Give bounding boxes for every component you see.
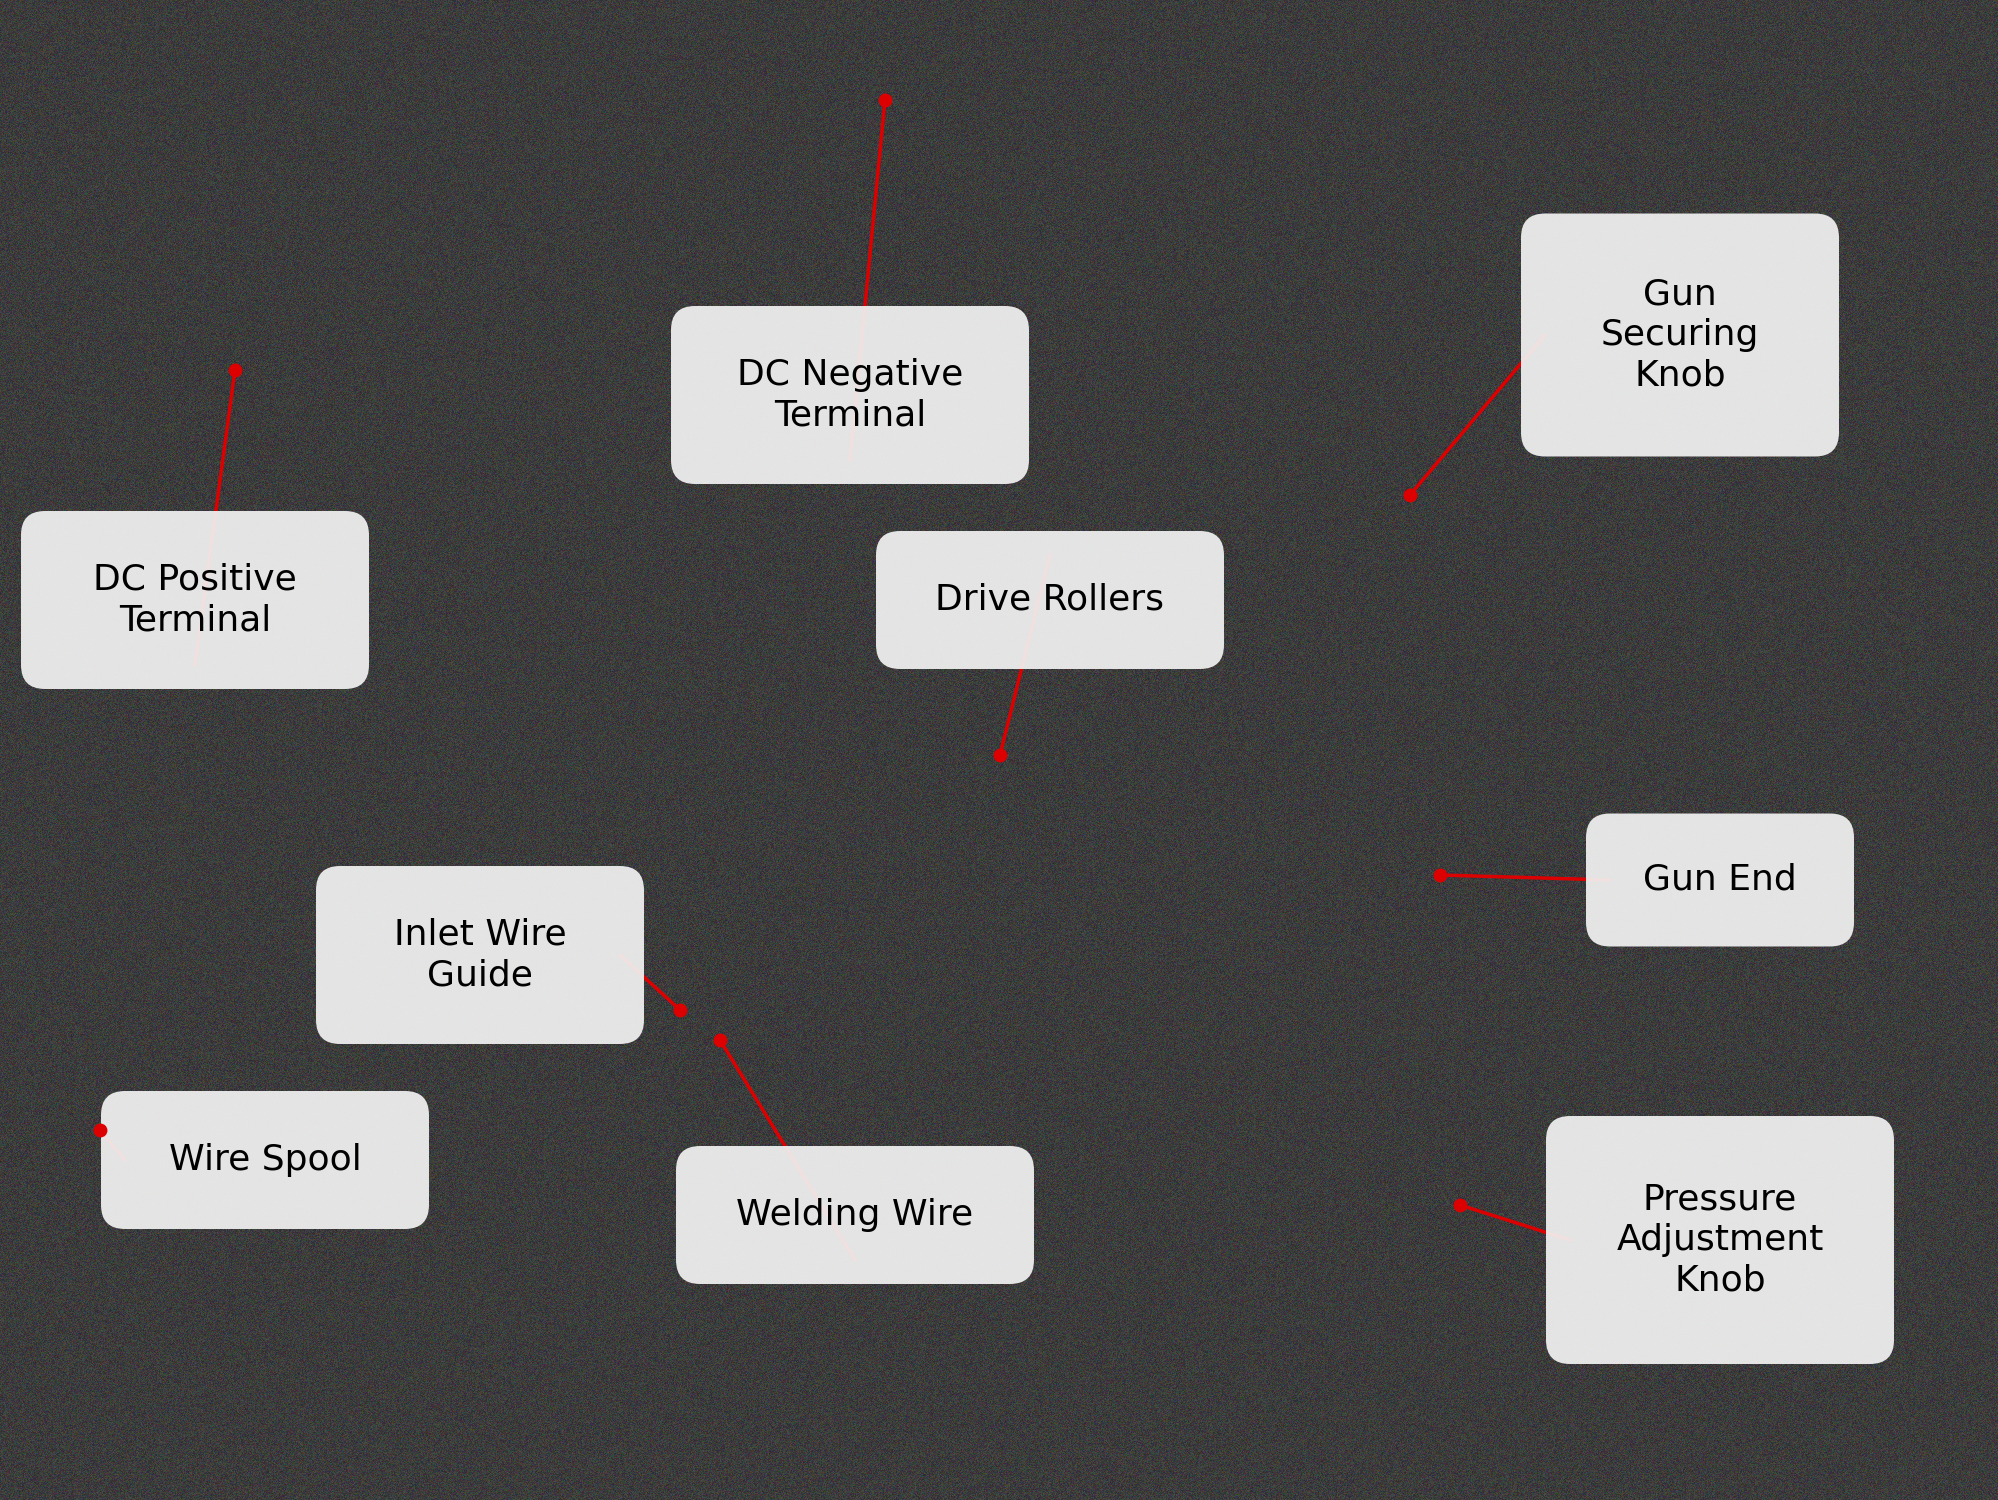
Text: Wire Spool: Wire Spool: [168, 1143, 362, 1178]
Point: [983, 742, 1015, 766]
FancyBboxPatch shape: [671, 306, 1029, 484]
Text: DC Positive
Terminal: DC Positive Terminal: [94, 562, 298, 638]
FancyBboxPatch shape: [675, 1146, 1033, 1284]
FancyBboxPatch shape: [22, 512, 370, 688]
Text: Pressure
Adjustment
Knob: Pressure Adjustment Knob: [1616, 1182, 1822, 1298]
Text: Gun End: Gun End: [1642, 862, 1796, 897]
Text: Inlet Wire
Guide: Inlet Wire Guide: [394, 918, 565, 993]
Point: [84, 1118, 116, 1142]
Point: [869, 88, 901, 112]
Point: [1423, 862, 1455, 886]
Text: DC Negative
Terminal: DC Negative Terminal: [737, 357, 963, 432]
Point: [663, 998, 695, 1022]
Text: Gun
Securing
Knob: Gun Securing Knob: [1600, 278, 1758, 393]
Point: [220, 358, 252, 382]
FancyBboxPatch shape: [316, 865, 643, 1044]
FancyBboxPatch shape: [102, 1090, 430, 1228]
Point: [703, 1028, 735, 1051]
FancyBboxPatch shape: [875, 531, 1223, 669]
Text: Welding Wire: Welding Wire: [735, 1198, 973, 1231]
FancyBboxPatch shape: [1544, 1116, 1892, 1364]
Point: [1393, 483, 1425, 507]
FancyBboxPatch shape: [1584, 813, 1852, 946]
FancyBboxPatch shape: [1520, 213, 1838, 456]
Point: [1443, 1192, 1475, 1216]
Text: Drive Rollers: Drive Rollers: [935, 584, 1165, 616]
